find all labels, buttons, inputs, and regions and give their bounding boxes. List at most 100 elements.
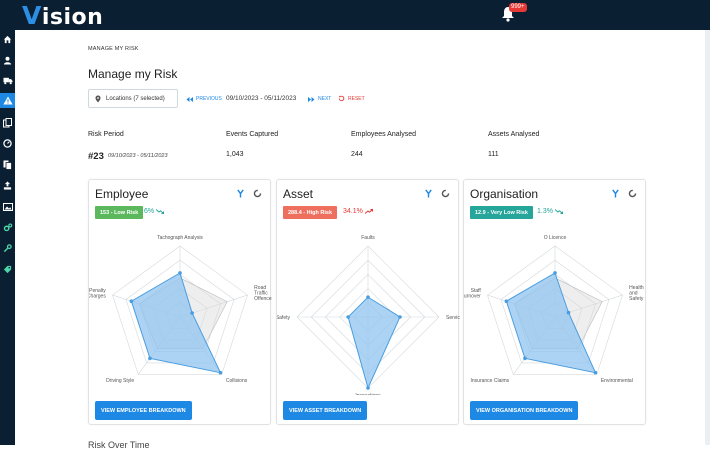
radar-point[interactable] bbox=[553, 271, 557, 275]
fork-icon[interactable] bbox=[236, 189, 245, 198]
view-breakdown-button[interactable]: VIEW ASSET BREAKDOWN bbox=[283, 401, 368, 420]
radar-axis-label: Tachograph Analysis bbox=[157, 235, 203, 241]
trend-arrow-icon bbox=[156, 209, 165, 214]
trend-indicator: 6% bbox=[144, 208, 165, 215]
radar-axis-label: Safety bbox=[277, 315, 290, 321]
radar-point[interactable] bbox=[148, 356, 152, 361]
sidebar-dashboard-icon[interactable] bbox=[0, 136, 15, 151]
radar-axis-label: PenaltyCharges bbox=[89, 288, 106, 299]
sidebar-user-icon[interactable] bbox=[0, 53, 15, 68]
radar-axis-label: Environmental bbox=[601, 378, 633, 384]
sidebar-tag-icon[interactable] bbox=[0, 262, 15, 277]
trend-value: 1.3% bbox=[537, 208, 553, 215]
risk-over-time-heading: Risk Over Time bbox=[88, 440, 150, 450]
next-button[interactable]: NEXT bbox=[308, 96, 331, 102]
radar-axis-label: StaffTurnover bbox=[464, 288, 481, 299]
radar-axis-label: O Licence bbox=[544, 235, 567, 241]
radar-point[interactable] bbox=[346, 315, 350, 319]
sidebar-warning-icon[interactable] bbox=[0, 93, 15, 108]
sidebar-cogs-icon[interactable] bbox=[0, 220, 15, 235]
radar-axis-label: Faults bbox=[361, 235, 375, 241]
employees-analysed-value: 244 bbox=[351, 151, 363, 158]
refresh-icon[interactable] bbox=[253, 189, 262, 198]
card-title: Asset bbox=[283, 187, 314, 201]
radar-axis-label: RoadTrafficOffences bbox=[254, 285, 272, 302]
refresh-icon[interactable] bbox=[628, 189, 637, 198]
breadcrumb: MANAGE MY RISK bbox=[88, 46, 139, 52]
sidebar-files-icon[interactable] bbox=[0, 157, 15, 172]
view-breakdown-button[interactable]: VIEW ORGANISATION BREAKDOWN bbox=[470, 401, 579, 420]
radar-point[interactable] bbox=[504, 299, 509, 304]
previous-button[interactable]: PREVIOUS bbox=[186, 96, 222, 102]
locations-filter-button[interactable]: Locations (7 selected) bbox=[88, 89, 178, 108]
radar-point[interactable] bbox=[129, 299, 134, 304]
radar-score-area bbox=[347, 296, 401, 390]
radar-point[interactable] bbox=[593, 370, 598, 375]
trend-indicator: 1.3% bbox=[537, 208, 563, 215]
radar-chart: Tachograph Analysis RoadTrafficOffences Co… bbox=[89, 235, 272, 384]
top-bar: Vision 999+ bbox=[0, 0, 710, 30]
radar-point[interactable] bbox=[366, 295, 370, 299]
trend-value: 34.1% bbox=[343, 208, 363, 215]
card-title: Organisation bbox=[470, 187, 539, 201]
assets-analysed-label: Assets Analysed bbox=[488, 131, 540, 138]
double-chevron-right-icon bbox=[308, 96, 315, 102]
page-title: Manage my Risk bbox=[88, 67, 178, 81]
radar-chart: O Licence Health and Safety Environmental Ins… bbox=[464, 235, 644, 384]
radar-axis-label: Health and Safety bbox=[629, 285, 644, 302]
fork-icon[interactable] bbox=[611, 189, 620, 198]
radar-point[interactable] bbox=[366, 386, 370, 390]
sidebar-upload-icon[interactable] bbox=[0, 178, 15, 193]
locations-label: Locations (7 selected) bbox=[106, 95, 165, 102]
employee-risk-card: Employee 153 - Low Risk 6% Tachograph An… bbox=[88, 179, 272, 425]
sidebar-documents-icon[interactable] bbox=[0, 115, 15, 130]
card-title: Employee bbox=[95, 187, 149, 201]
radar-grid-ring bbox=[112, 245, 248, 375]
radar-axis-label: Collisions bbox=[226, 378, 248, 384]
trend-value: 6% bbox=[144, 208, 155, 215]
radar-score-area bbox=[505, 272, 597, 374]
radar-point[interactable] bbox=[523, 356, 527, 361]
radar-chart: Faults Services Inspections Safety bbox=[277, 235, 460, 395]
radar-point[interactable] bbox=[566, 310, 571, 315]
reset-button[interactable]: RESET bbox=[338, 95, 365, 102]
fork-icon[interactable] bbox=[424, 189, 433, 198]
employees-analysed-label: Employees Analysed bbox=[351, 131, 416, 138]
trend-arrow-icon bbox=[554, 209, 563, 214]
trend-arrow-icon bbox=[364, 209, 373, 214]
view-breakdown-button[interactable]: VIEW EMPLOYEE BREAKDOWN bbox=[95, 401, 192, 420]
double-chevron-left-icon bbox=[186, 96, 193, 102]
radar-point[interactable] bbox=[190, 311, 194, 315]
radar-point[interactable] bbox=[398, 315, 402, 319]
risk-badge: 288.4 - High Risk bbox=[283, 206, 338, 219]
refresh-icon[interactable] bbox=[441, 189, 450, 198]
assets-analysed-value: 111 bbox=[488, 151, 499, 158]
events-captured-label: Events Captured bbox=[226, 131, 279, 138]
sidebar-truck-icon[interactable] bbox=[0, 73, 15, 88]
radar-axis-label: Driving Style bbox=[106, 378, 134, 384]
radar-point[interactable] bbox=[178, 271, 182, 275]
radar-point[interactable] bbox=[218, 370, 223, 375]
organisation-risk-card: Organisation 12.9 - Very Low Risk 1.3% O… bbox=[463, 179, 646, 425]
risk-period-label: Risk Period bbox=[88, 131, 124, 138]
trend-indicator: 34.1% bbox=[343, 208, 373, 215]
sidebar-image-icon[interactable] bbox=[0, 199, 15, 214]
risk-period-range: 09/10/2023 - 05/11/2023 bbox=[108, 153, 168, 159]
risk-badge: 12.9 - Very Low Risk bbox=[470, 206, 533, 219]
map-marker-icon bbox=[95, 95, 101, 102]
radar-grid-ring bbox=[487, 245, 623, 375]
scrollbar-track[interactable] bbox=[705, 30, 710, 445]
risk-period-number: #23 bbox=[88, 151, 104, 162]
risk-badge: 153 - Low Risk bbox=[95, 206, 144, 219]
sidebar-home-icon[interactable] bbox=[0, 32, 15, 47]
events-captured-value: 1,043 bbox=[226, 151, 244, 158]
sidebar-wrench-icon[interactable] bbox=[0, 241, 15, 256]
radar-axis-label: Insurance Claims bbox=[471, 378, 510, 384]
radar-axis-label: Services bbox=[446, 315, 460, 321]
vision-logo[interactable]: Vision bbox=[22, 1, 104, 30]
radar-axis-label: Inspections bbox=[355, 393, 381, 395]
radar-score-area bbox=[130, 272, 222, 374]
sidebar bbox=[0, 30, 15, 445]
notification-badge: 999+ bbox=[509, 3, 527, 12]
asset-risk-card: Asset 288.4 - High Risk 34.1% Faults Serv… bbox=[276, 179, 460, 425]
